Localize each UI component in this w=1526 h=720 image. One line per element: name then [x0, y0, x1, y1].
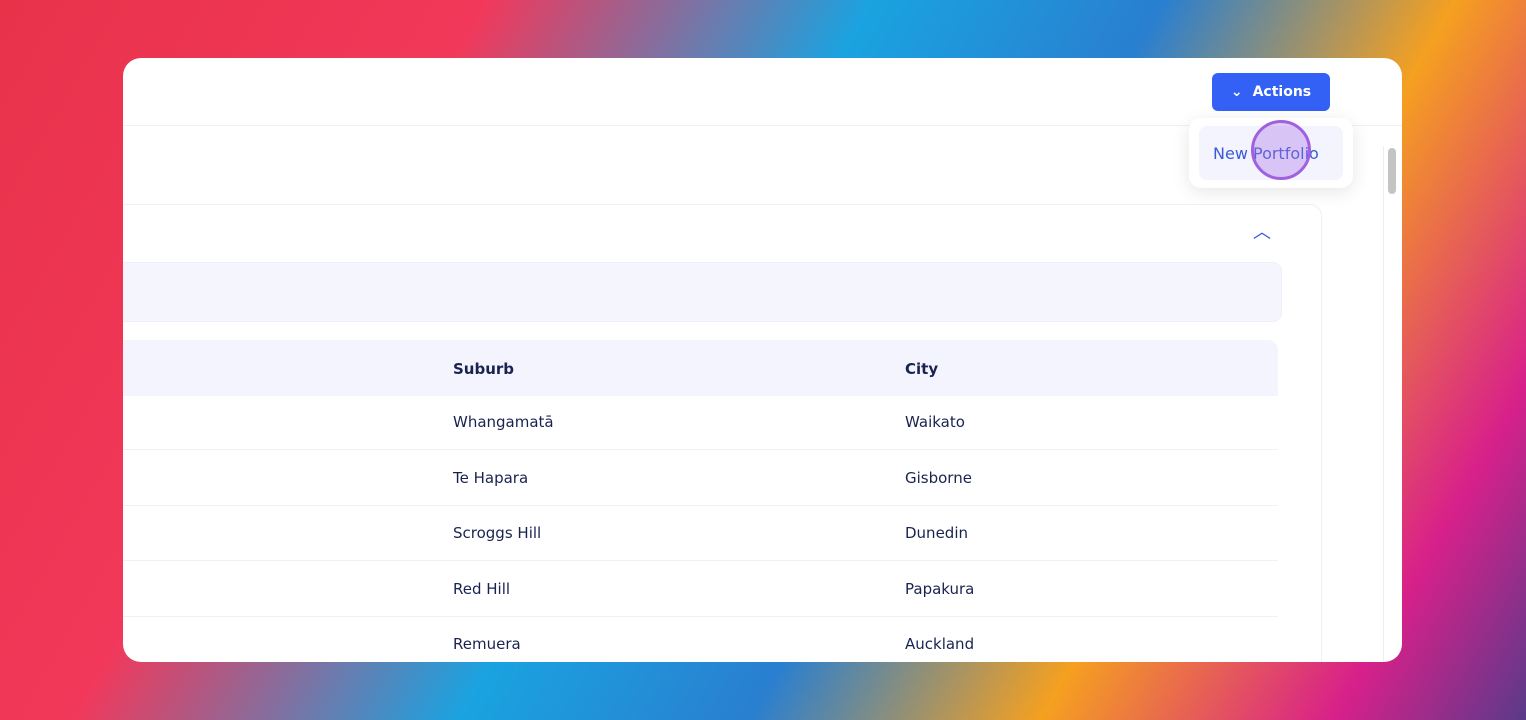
cell: Remuera — [453, 635, 521, 654]
cell: Gisborne — [905, 468, 972, 487]
cell: Auckland — [905, 635, 975, 654]
panel — [123, 204, 1322, 662]
cell: Waikato — [905, 413, 965, 431]
window: ︿ Suburb City Whangamatā Waikato Te Hapara Gi… — [123, 58, 1402, 662]
cell: Whangamatā — [453, 413, 554, 431]
cell: Scroggs Hill — [453, 524, 542, 543]
column-header: Suburb — [453, 360, 515, 378]
scroll-thumb[interactable] — [1388, 148, 1396, 194]
click-indicator — [1251, 120, 1311, 180]
cell: Dunedin — [905, 524, 968, 543]
scrollbar — [1383, 146, 1402, 662]
filter-bar — [123, 262, 1282, 322]
cell: Papakura — [905, 579, 975, 598]
cell: Te Hapara — [453, 468, 529, 487]
collapse-icon[interactable]: ︿ — [1253, 222, 1271, 243]
cell: Red Hill — [453, 579, 511, 598]
row-divider — [123, 449, 1278, 450]
row-divider — [123, 615, 1278, 617]
row-divider — [123, 504, 1278, 506]
row-divider — [123, 560, 1278, 562]
chevron: ⌄ — [1230, 84, 1243, 100]
top-bar — [123, 58, 1402, 126]
actions-button[interactable]: ⌄ Actions — [1212, 73, 1330, 111]
button-label: Actions — [1252, 84, 1312, 100]
column-header: City — [905, 360, 939, 378]
table-header — [123, 340, 1278, 396]
